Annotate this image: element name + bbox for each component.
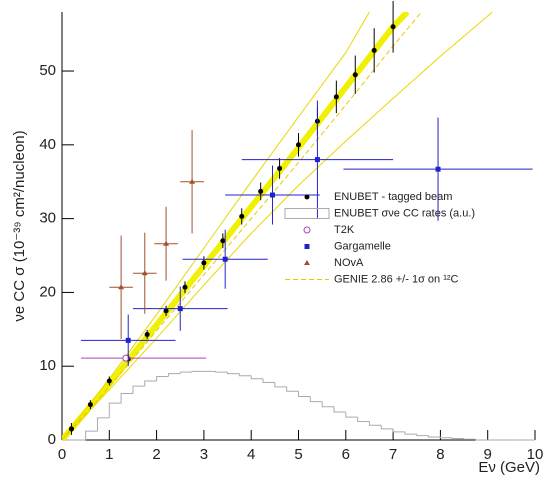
point bbox=[163, 308, 169, 314]
histogram-bin bbox=[179, 371, 193, 374]
y-tick-label: 50 bbox=[39, 62, 56, 79]
legend-label: ENUBET - tagged beam bbox=[334, 191, 452, 203]
histogram-bin bbox=[357, 417, 370, 423]
histogram-bin bbox=[392, 428, 405, 433]
histogram-bin bbox=[368, 421, 382, 426]
point bbox=[106, 378, 112, 384]
point bbox=[220, 238, 226, 244]
histogram-bin bbox=[144, 380, 157, 387]
histogram-bin bbox=[96, 417, 110, 432]
curve bbox=[62, 12, 370, 440]
point bbox=[277, 165, 283, 171]
histogram-bin bbox=[463, 438, 476, 440]
histogram-bin bbox=[167, 373, 181, 377]
point bbox=[435, 166, 441, 172]
point bbox=[163, 240, 170, 246]
legend-label: Gargamelle bbox=[334, 240, 391, 252]
point bbox=[177, 306, 183, 312]
point bbox=[303, 226, 311, 234]
histogram-bin bbox=[333, 406, 346, 413]
y-axis-label: νe CC σ (10⁻³⁹ cm²/nucleon) bbox=[11, 130, 28, 321]
legend-label: GENIE 2.86 +/- 1σ on ¹²C bbox=[334, 273, 459, 285]
histogram-bin bbox=[475, 439, 488, 441]
histogram-bin bbox=[309, 396, 323, 403]
histogram-bin bbox=[132, 385, 145, 394]
point bbox=[201, 260, 207, 266]
histogram-bin bbox=[345, 411, 358, 418]
point bbox=[125, 337, 131, 343]
histogram-bin bbox=[250, 375, 264, 380]
histogram-bin bbox=[439, 437, 453, 439]
curve bbox=[62, 12, 410, 440]
histogram-bin bbox=[380, 425, 394, 430]
point bbox=[122, 354, 130, 362]
point bbox=[222, 256, 228, 262]
x-tick-label: 7 bbox=[389, 446, 397, 463]
x-tick-label: 6 bbox=[342, 446, 350, 463]
x-tick-label: 2 bbox=[152, 446, 160, 463]
point bbox=[296, 142, 301, 148]
point bbox=[352, 72, 358, 78]
histogram-bin bbox=[286, 386, 299, 392]
y-tick-label: 20 bbox=[39, 283, 56, 300]
x-tick-label: 1 bbox=[105, 446, 113, 463]
histogram-bin bbox=[108, 402, 122, 418]
x-tick-label: 10 bbox=[527, 446, 544, 463]
legend-label: NOvA bbox=[334, 257, 364, 269]
point bbox=[87, 402, 93, 408]
y-tick-label: 30 bbox=[39, 210, 56, 227]
histogram-bin bbox=[156, 376, 169, 381]
point bbox=[304, 194, 310, 200]
y-tick-label: 40 bbox=[39, 136, 56, 153]
point bbox=[239, 213, 245, 219]
point bbox=[314, 157, 320, 163]
legend-label: ENUBET σνe CC rates (a.u.) bbox=[334, 207, 475, 219]
x-tick-label: 4 bbox=[247, 446, 255, 463]
histogram-bin bbox=[227, 372, 240, 375]
curve bbox=[62, 12, 422, 440]
legend-swatch bbox=[284, 208, 330, 219]
legend-label: T2K bbox=[334, 224, 355, 236]
histogram-bin bbox=[191, 370, 204, 373]
histogram-bin bbox=[238, 373, 252, 377]
histogram-bin bbox=[120, 393, 133, 404]
x-tick-label: 8 bbox=[436, 446, 444, 463]
point bbox=[144, 331, 150, 337]
point bbox=[304, 260, 310, 265]
x-tick-label: 3 bbox=[200, 446, 208, 463]
point bbox=[141, 270, 148, 276]
histogram-bin bbox=[262, 378, 275, 383]
histogram-bin bbox=[416, 434, 429, 437]
x-tick-label: 5 bbox=[294, 446, 302, 463]
point bbox=[118, 284, 125, 290]
histogram-bin bbox=[85, 430, 98, 440]
curve bbox=[62, 12, 493, 440]
point bbox=[371, 47, 377, 53]
point bbox=[269, 192, 275, 198]
point bbox=[258, 188, 264, 194]
histogram-bin bbox=[215, 371, 228, 373]
histogram-bin bbox=[404, 431, 417, 435]
point bbox=[333, 94, 339, 100]
y-tick-label: 0 bbox=[48, 431, 56, 448]
histogram-bin bbox=[321, 401, 334, 408]
point bbox=[189, 178, 196, 184]
histogram-bin bbox=[298, 391, 311, 397]
point bbox=[68, 426, 74, 432]
histogram-bin bbox=[451, 437, 465, 440]
point bbox=[304, 244, 310, 249]
histogram-bin bbox=[428, 435, 441, 438]
x-tick-label: 9 bbox=[484, 446, 492, 463]
point bbox=[390, 24, 396, 30]
point bbox=[182, 284, 188, 290]
histogram-bin bbox=[274, 382, 287, 388]
x-tick-label: 0 bbox=[58, 446, 66, 463]
y-tick-label: 10 bbox=[39, 357, 56, 374]
x-axis-label: Eν (GeV) bbox=[478, 459, 540, 476]
